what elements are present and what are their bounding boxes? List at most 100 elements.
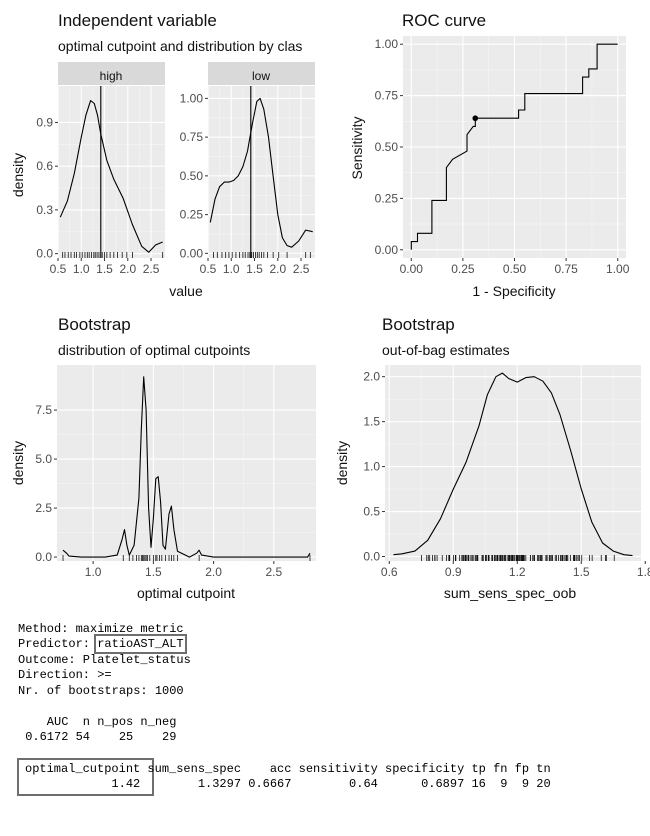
indep-panel: Independent variable optimal cutpoint an… (10, 11, 315, 299)
boot-ticks: 1.0 1.5 2.0 2.5 0.0 2.5 5.0 7.5 (35, 403, 282, 579)
console-predictor-value: ratioAST_ALT (94, 634, 187, 654)
oob-ticks: 0.6 0.9 1.2 1.5 1.8 0.0 0.5 1.0 1.5 2.0 (363, 370, 650, 579)
boot-tick-label-y: 0.0 (35, 550, 52, 564)
boot-tick-label-y: 2.5 (35, 501, 52, 515)
roc-tick-label-x: 0.50 (503, 262, 527, 276)
facet-low-tick-label-x: 0.5 (200, 262, 217, 276)
result-header-rest: sum_sens_spec acc sensitivity specificit… (140, 762, 551, 776)
facet-low-tick-label-y: 1.00 (180, 91, 204, 105)
oob-tick-label-y: 1.0 (363, 460, 380, 474)
roc-tick-label-y: 0.00 (375, 243, 399, 257)
roc-marks (410, 43, 618, 250)
facet-high-tick-label-x: 1.0 (73, 262, 90, 276)
roc-curve (410, 43, 618, 250)
oob-ylabel: density (334, 441, 350, 485)
oob-tick-label-y: 2.0 (363, 370, 380, 384)
facet-strip-high (58, 62, 165, 85)
facet-high-tick-label-y: 0.9 (36, 115, 53, 129)
oob-xlabel: sum_sens_spec_oob (444, 585, 577, 601)
summary-values: 0.6172 54 25 29 (18, 730, 177, 744)
oob-density-curve (393, 372, 633, 557)
boot-xlabel: optimal cutpoint (137, 585, 235, 601)
oob-tick-label-x: 0.9 (445, 565, 462, 579)
boot-marks (62, 376, 311, 561)
facet-low: low 0.5 1.0 1.5 2.0 2.5 0.00 0.25 0.50 0.75 1.00 (180, 62, 315, 276)
oob-tick-label-x: 0.6 (381, 565, 398, 579)
oob-panel: Bootstrap out-of-bag estimates density s… (334, 315, 650, 601)
oob-tick-label-x: 1.5 (573, 565, 590, 579)
roc-grid (403, 36, 626, 258)
boot-tick-label-x: 1.0 (85, 565, 102, 579)
facet-low-tick-label-x: 1.5 (246, 262, 263, 276)
roc-tick-label-x: 0.00 (400, 262, 424, 276)
roc-optimal-point (472, 115, 479, 122)
indep-title: Independent variable (58, 11, 217, 30)
boot-tick-label-y: 7.5 (35, 403, 52, 417)
facet-low-tick-label-x: 2.0 (269, 262, 286, 276)
facet-ticks-high: 0.5 1.0 1.5 2.0 2.5 0.0 0.3 0.6 0.9 (36, 115, 159, 276)
facet-grid-high (57, 86, 165, 258)
facet-high-tick-label-y: 0.0 (36, 247, 53, 261)
boot-tick-label-y: 5.0 (35, 452, 52, 466)
console-bootstraps: Nr. of bootstraps: 1000 (18, 684, 184, 698)
oob-grid (385, 365, 646, 561)
console-predictor-line: Predictor: ratioAST_ALT (18, 634, 187, 654)
facet-low-tick-label-y: 0.25 (180, 208, 204, 222)
facet-strip-low (208, 62, 315, 85)
console-output: Method: maximize metric Predictor: ratio… (0, 618, 650, 810)
facet-low-tick-label-y: 0.00 (180, 246, 204, 260)
roc-tick-label-y: 1.00 (375, 37, 399, 51)
result-header-cutpoint: optimal_cutpoint (25, 762, 141, 776)
roc-tick-label-x: 1.00 (606, 262, 630, 276)
result-table: optimal_cutpoint sum_sens_spec acc sensi… (17, 758, 551, 836)
result-values-rest: 1.3297 0.6667 0.64 0.6897 16 9 9 20 (140, 777, 551, 791)
boot-tick-label-x: 2.5 (265, 565, 282, 579)
roc-tick-label-y: 0.75 (375, 89, 399, 103)
console-method: Method: maximize metric (18, 622, 184, 636)
roc-tick-label-y: 0.25 (375, 191, 399, 205)
roc-ticks: 0.00 0.25 0.50 0.75 1.00 0.00 0.25 0.50 0.75 1.00 (375, 37, 630, 276)
facet-low-tick-label-x: 2.5 (293, 262, 310, 276)
roc-panel: ROC curve Sensitivity 1 - Specificity 0.… (349, 11, 630, 299)
console-direction: Direction: >= (18, 668, 112, 682)
figure: Independent variable optimal cutpoint an… (10, 11, 650, 601)
facet-low-tick-label-x: 1.0 (223, 262, 240, 276)
facet-high-tick-label-x: 2.5 (143, 262, 160, 276)
oob-tick-label-y: 1.5 (363, 415, 380, 429)
facet-high: high 0.5 1.0 1.5 2.0 2.5 0.0 0.3 0.6 0.9 (36, 62, 165, 276)
facet-high-tick-label-x: 2.0 (119, 262, 136, 276)
boot-tick-label-x: 1.5 (145, 565, 162, 579)
roc-tick-label-x: 0.75 (554, 262, 578, 276)
boot-grid (57, 365, 316, 561)
facet-ticks-low: 0.5 1.0 1.5 2.0 2.5 0.00 0.25 0.50 0.75 1.00 (180, 91, 310, 276)
boot-tick-label-x: 2.0 (205, 565, 222, 579)
facet-high-tick-label-x: 1.5 (96, 262, 113, 276)
oob-tick-label-x: 1.8 (637, 565, 650, 579)
roc-title: ROC curve (402, 11, 486, 30)
boot-ylabel: density (10, 441, 26, 485)
facet-marks-low (209, 86, 313, 258)
indep-ylabel: density (10, 153, 26, 197)
result-values-row: 1.42 1.3297 0.6667 0.64 0.6897 16 9 9 20 (25, 777, 551, 792)
roc-tick-label-x: 0.25 (451, 262, 475, 276)
oob-tick-label-y: 0.0 (363, 550, 380, 564)
indep-subtitle: optimal cutpoint and distribution by cla… (58, 38, 302, 54)
facet-strip-label-low: low (252, 69, 270, 83)
console-predictor-label: Predictor: (18, 637, 98, 651)
oob-marks (393, 372, 633, 561)
result-header-row: optimal_cutpoint sum_sens_spec acc sensi… (25, 762, 551, 777)
roc-ylabel: Sensitivity (349, 116, 365, 179)
boot-density-curve (62, 376, 311, 558)
facet-low-tick-label-y: 0.50 (180, 169, 204, 183)
oob-tick-label-x: 1.2 (509, 565, 526, 579)
boot-title: Bootstrap (58, 315, 131, 334)
facet-high-tick-label-y: 0.3 (36, 203, 53, 217)
facet-marks-high (59, 86, 164, 258)
console-outcome: Outcome: Platelet_status (18, 653, 191, 667)
facet-panel-low (208, 86, 315, 258)
facet-strip-label-high: high (100, 69, 123, 83)
facet-low-tick-label-y: 0.75 (180, 130, 204, 144)
roc-xlabel: 1 - Specificity (472, 283, 555, 299)
facet-high-tick-label-x: 0.5 (50, 262, 67, 276)
boot-plot-area (57, 365, 316, 561)
